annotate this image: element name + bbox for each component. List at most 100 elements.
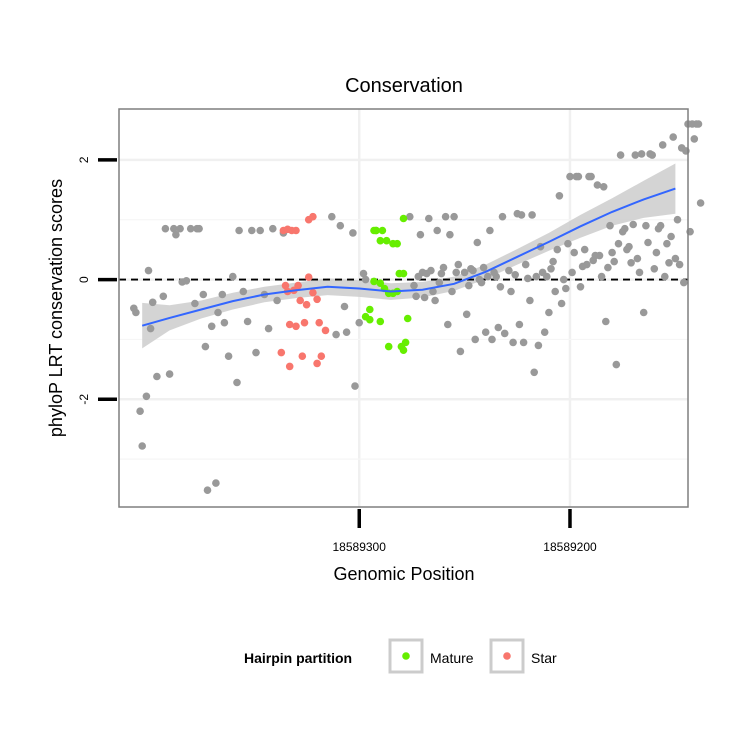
- point-other-87: [524, 274, 532, 283]
- point-other-169: [448, 287, 456, 296]
- legend-key-star: [489, 638, 525, 674]
- point-other-18: [191, 299, 199, 308]
- point-other-26: [214, 308, 222, 317]
- point-other-98: [559, 275, 568, 284]
- point-other-96: [553, 245, 562, 254]
- point-other-11: [165, 370, 174, 378]
- y-tick-label-1: 0: [77, 276, 91, 283]
- point-other-116: [627, 259, 635, 267]
- point-other-137: [543, 272, 551, 281]
- point-other-43: [328, 212, 336, 221]
- point-other-45: [336, 221, 345, 230]
- point-other-51: [359, 269, 368, 278]
- y-axis-title: phyloP LRT conservation scores: [46, 179, 66, 437]
- point-other-9: [159, 292, 168, 301]
- point-other-76: [486, 226, 494, 235]
- point-star-15: [300, 318, 309, 327]
- point-other-79: [494, 323, 503, 332]
- point-other-184: [587, 172, 595, 181]
- point-other-44: [332, 330, 340, 339]
- point-other-125: [661, 272, 669, 281]
- point-other-7: [148, 298, 157, 307]
- point-other-39: [264, 324, 273, 333]
- point-other-33: [239, 287, 248, 296]
- point-star-8: [304, 273, 313, 282]
- point-other-41: [273, 296, 281, 305]
- point-mature-25: [372, 226, 380, 235]
- point-star-3: [292, 226, 300, 235]
- point-mature-7: [399, 214, 408, 223]
- x-tick-label-1: 18589200: [543, 540, 597, 554]
- point-other-67: [456, 347, 465, 356]
- point-other-149: [663, 239, 671, 248]
- plot-panel: [118, 108, 705, 508]
- point-other-68: [460, 268, 469, 277]
- point-other-32: [235, 226, 243, 235]
- point-other-83: [509, 338, 517, 347]
- point-other-156: [608, 248, 616, 257]
- point-other-80: [498, 212, 507, 221]
- point-mature-9: [399, 269, 408, 278]
- point-other-132: [484, 272, 492, 281]
- point-star-12: [302, 300, 311, 309]
- point-star-22: [321, 326, 330, 335]
- point-other-52: [361, 275, 370, 284]
- point-other-170: [437, 269, 446, 278]
- point-other-61: [435, 278, 444, 287]
- point-other-93: [545, 308, 553, 317]
- point-other-143: [614, 239, 623, 248]
- point-other-75: [481, 328, 490, 337]
- point-mature-14: [366, 315, 374, 324]
- point-mature-15: [376, 317, 385, 326]
- point-other-1: [132, 308, 140, 317]
- point-other-160: [549, 257, 557, 266]
- point-other-89: [530, 368, 538, 377]
- point-other-122: [650, 265, 659, 273]
- legend-dot-mature: [402, 652, 410, 660]
- point-other-124: [658, 141, 667, 149]
- point-other-111: [610, 257, 618, 266]
- point-other-37: [256, 226, 265, 235]
- point-star-14: [292, 322, 300, 331]
- point-other-85: [515, 320, 524, 329]
- point-mature-4: [382, 236, 391, 245]
- point-other-182: [646, 150, 654, 158]
- smooth-trend-line: [141, 187, 676, 327]
- point-other-187: [517, 211, 526, 219]
- point-mature-24: [403, 314, 412, 323]
- point-other-97: [555, 192, 564, 200]
- y-tick-label-2: 2: [77, 156, 91, 163]
- point-other-71: [471, 335, 480, 344]
- point-other-86: [519, 338, 528, 347]
- legend-label-star: Star: [531, 650, 557, 666]
- point-other-166: [469, 266, 477, 275]
- point-mature-10: [370, 277, 378, 286]
- point-star-18: [298, 352, 307, 361]
- point-other-54: [412, 292, 420, 301]
- point-other-53: [406, 212, 414, 221]
- data-points: [130, 120, 705, 495]
- point-other-16: [182, 277, 191, 285]
- point-other-82: [505, 266, 513, 275]
- point-other-34: [243, 317, 252, 326]
- point-other-14: [176, 224, 184, 233]
- point-other-4: [142, 392, 151, 401]
- point-other-117: [631, 151, 640, 159]
- point-other-94: [547, 265, 555, 273]
- point-other-48: [349, 229, 357, 237]
- point-other-20: [195, 224, 203, 233]
- point-other-172: [427, 266, 435, 275]
- point-other-173: [420, 293, 429, 302]
- point-other-8: [153, 372, 161, 381]
- y-tick-label-0: -2: [77, 394, 91, 405]
- point-other-23: [203, 486, 212, 495]
- point-other-167: [465, 281, 473, 290]
- point-other-119: [639, 308, 648, 317]
- point-other-24: [207, 322, 216, 331]
- point-other-152: [677, 144, 686, 152]
- point-other-174: [414, 272, 423, 281]
- point-other-35: [248, 226, 256, 235]
- point-other-72: [473, 238, 482, 247]
- point-other-47: [342, 328, 351, 337]
